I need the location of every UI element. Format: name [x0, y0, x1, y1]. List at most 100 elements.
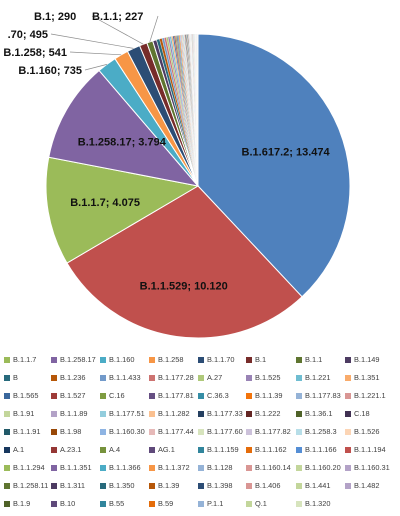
legend-item-b-1-482: B.1.482 [345, 478, 379, 493]
legend-label: B.1.221.1 [354, 391, 386, 400]
legend-swatch [4, 374, 10, 381]
legend-label: B [13, 373, 18, 382]
legend-swatch [296, 464, 302, 471]
legend-item-b-1-1-91: B.1.1.91 [4, 424, 41, 439]
legend-item-b-1-258-3: B.1.258.3 [296, 424, 337, 439]
legend-swatch [345, 392, 351, 399]
legend-label: C.18 [354, 409, 370, 418]
data-label-b-1-1-7: B.1.1.7; 4.075 [70, 197, 140, 209]
legend-row: B.1.258.11 B.1.311 B.1.350 B.1.39 B.1.398 B.1… [0, 478, 400, 493]
legend-item-b-1-39: B.1.39 [149, 478, 179, 493]
legend-item-c-36-3: C.36.3 [198, 388, 229, 403]
data-label-b-1-258-17: B.1.258.17; 3.794 [78, 137, 167, 149]
legend-swatch [198, 482, 204, 489]
legend-swatch [296, 410, 302, 417]
legend-swatch [296, 500, 302, 507]
legend-swatch [4, 410, 10, 417]
legend-swatch [246, 410, 252, 417]
legend-item-b-1-398: B.1.398 [198, 478, 232, 493]
legend-swatch [246, 464, 252, 471]
legend-item-b-1-177-51: B.1.177.51 [100, 406, 145, 421]
legend-label: B.1.258.3 [305, 427, 337, 436]
legend-label: B.1.1.159 [207, 445, 239, 454]
data-label-b-1-258: B.1.258; 541 [3, 47, 67, 59]
legend-swatch [51, 482, 57, 489]
legend-swatch [296, 374, 302, 381]
legend-label: C.36.3 [207, 391, 229, 400]
legend-swatch [198, 374, 204, 381]
legend-item-b-1-1-166: B.1.1.166 [296, 442, 337, 457]
legend-swatch [51, 446, 57, 453]
legend-item-b-1-160: B.1.160 [100, 352, 134, 367]
legend-swatch [149, 410, 155, 417]
legend-swatch [246, 392, 252, 399]
legend-item-b-1-149: B.1.149 [345, 352, 379, 367]
legend-swatch [100, 374, 106, 381]
legend-swatch [149, 356, 155, 363]
legend-swatch [4, 482, 10, 489]
data-labels: B.1.617.2; 13.474 B.1.1.529; 10.120 B.1.1.… [3, 11, 330, 292]
legend-label: C.16 [109, 391, 125, 400]
legend-item-b-1-1-7: B.1.1.7 [4, 352, 36, 367]
legend-label: B.1.527 [60, 391, 86, 400]
legend-item-b-1-258-11: B.1.258.11 [4, 478, 48, 493]
legend-item-b-1-177-81: B.1.177.81 [149, 388, 194, 403]
legend-swatch [345, 374, 351, 381]
legend-label: B.1.160.20 [305, 463, 341, 472]
legend-label: B.1.1.294 [13, 463, 45, 472]
legend-swatch [345, 482, 351, 489]
legend-item-b-1-160-14: B.1.160.14 [246, 460, 291, 475]
legend-item-b-1-527: B.1.527 [51, 388, 85, 403]
pie-slices [45, 33, 351, 339]
legend-label: AG.1 [158, 445, 175, 454]
legend-label: A.27 [207, 373, 223, 382]
legend-item-b-1-177-33: B.1.177.33 [198, 406, 243, 421]
legend-item-b-1-160-31: B.1.160.31 [345, 460, 390, 475]
legend-swatch [100, 428, 106, 435]
legend-item-b-1-221-1: B.1.221.1 [345, 388, 386, 403]
legend-swatch [345, 356, 351, 363]
legend-swatch [296, 356, 302, 363]
leader-lines [50, 15, 159, 71]
legend-swatch [198, 410, 204, 417]
legend-label: A.23.1 [60, 445, 82, 454]
legend-label: B.1.9 [13, 499, 31, 508]
legend-swatch [149, 464, 155, 471]
leader-line-b-1-1 [149, 15, 159, 42]
legend-label: B.1.441 [305, 481, 331, 490]
legend-label: B.1.1 [305, 355, 323, 364]
data-label-b-1-1-70: .70; 495 [8, 29, 48, 41]
legend-swatch [51, 410, 57, 417]
legend-item-b-1-221: B.1.221 [296, 370, 330, 385]
legend-label: B.1.177.44 [158, 427, 194, 436]
legend-item-b-1-36-1: B.1.36.1 [296, 406, 333, 421]
legend-item-b-1-1-162: B.1.1.162 [246, 442, 287, 457]
legend-swatch [198, 464, 204, 471]
legend-swatch [51, 428, 57, 435]
legend-swatch [246, 356, 252, 363]
legend-item-b-1-91: B.1.91 [4, 406, 34, 421]
legend-item-b-55: B.55 [100, 496, 124, 511]
legend-swatch [296, 446, 302, 453]
legend-swatch [100, 356, 106, 363]
legend-label: B.1.1.89 [60, 409, 88, 418]
pie-chart: B.1.617.2; 13.474 B.1.1.529; 10.120 B.1.1.… [3, 11, 351, 339]
legend-item-b-1-1-372: B.1.1.372 [149, 460, 190, 475]
legend-item-b-1-350: B.1.350 [100, 478, 134, 493]
legend-label: B.1.222 [255, 409, 281, 418]
legend: B.1.1.7 B.1.258.17 B.1.160 B.1.258 B.1.1.70 B… [0, 352, 400, 516]
legend-item-b-1-236: B.1.236 [51, 370, 85, 385]
legend-label: B.1.320 [305, 499, 331, 508]
data-label-b-1: B.1; 290 [34, 11, 76, 23]
data-label-b-1-1: B.1.1; 227 [92, 11, 143, 23]
pie-slice-b-1-258-17 [48, 69, 200, 187]
legend-row: A.1 A.23.1 A.4 AG.1 B.1.1.159 B.1.1.162 B.1.1.… [0, 442, 400, 457]
legend-item-b-1-177-28: B.1.177.28 [149, 370, 194, 385]
legend-item-b-1-160-20: B.1.160.20 [296, 460, 341, 475]
legend-label: B.1.565 [13, 391, 39, 400]
legend-item-b-1-1-89: B.1.1.89 [51, 406, 88, 421]
legend-label: B.1.1.70 [207, 355, 235, 364]
legend-item-a-4: A.4 [100, 442, 120, 457]
legend-label: B.1.177.83 [305, 391, 341, 400]
legend-item-b-1-1-39: B.1.1.39 [246, 388, 283, 403]
